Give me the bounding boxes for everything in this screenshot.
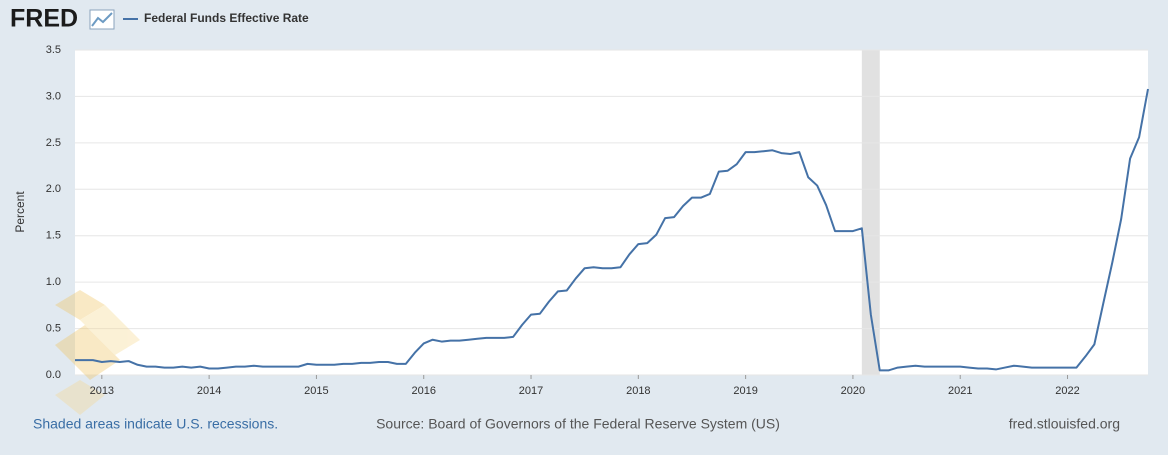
- logo[interactable]: FRED: [10, 5, 78, 33]
- x-tick-label: 2017: [519, 385, 543, 397]
- logo-icon: [89, 9, 115, 30]
- y-tick-label: 0.5: [46, 322, 61, 334]
- series-line: [75, 88, 1149, 372]
- site-link[interactable]: fred.stlouisfed.org: [1009, 416, 1120, 432]
- y-tick-label: 3.5: [46, 44, 61, 56]
- x-tick-label: 2019: [733, 385, 757, 397]
- x-tick-label: 2020: [841, 385, 865, 397]
- y-tick-label: 2.5: [46, 137, 61, 149]
- x-tick-label: 2018: [626, 385, 650, 397]
- y-tick-label: 2.0: [46, 183, 61, 195]
- y-tick-label: 1.0: [46, 276, 61, 288]
- y-axis-label: Percent: [13, 191, 27, 233]
- legend-label: Federal Funds Effective Rate: [144, 11, 309, 25]
- y-tick-label: 0.0: [46, 369, 61, 381]
- x-tick-label: 2013: [90, 385, 114, 397]
- source-note: Source: Board of Governors of the Federa…: [376, 416, 780, 432]
- y-tick-label: 3.0: [46, 90, 61, 102]
- x-tick-label: 2015: [304, 385, 328, 397]
- recession-shade: [861, 50, 880, 375]
- y-tick-label: 1.5: [46, 230, 61, 242]
- watermark: [55, 290, 140, 415]
- x-tick-label: 2022: [1055, 385, 1079, 397]
- x-tick-label: 2021: [948, 385, 972, 397]
- plot-area: [75, 50, 1148, 375]
- x-tick-label: 2016: [411, 385, 435, 397]
- x-tick-label: 2014: [197, 385, 221, 397]
- recession-note[interactable]: Shaded areas indicate U.S. recessions.: [33, 416, 278, 432]
